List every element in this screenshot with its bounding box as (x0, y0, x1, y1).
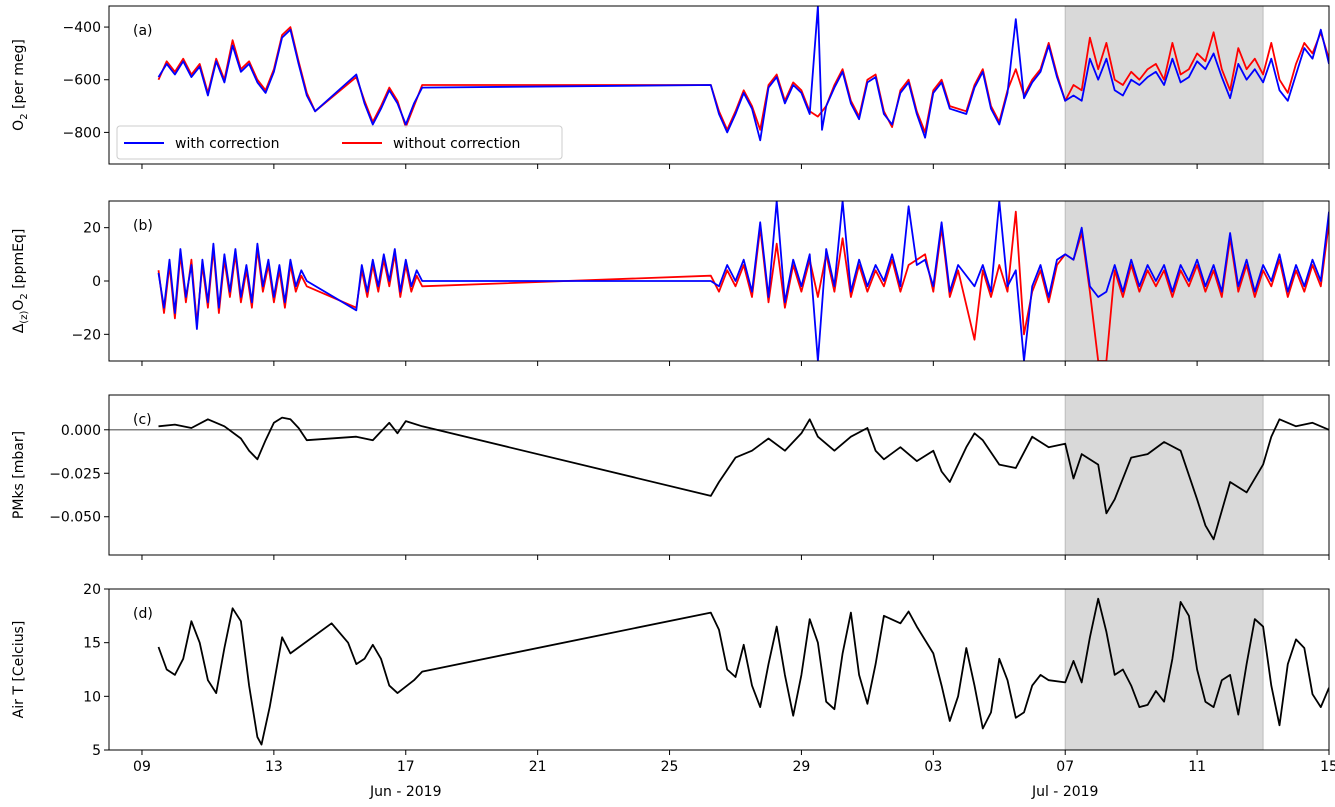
legend: with correction without correction (116, 125, 563, 160)
series-line-without-correction (157, 210, 1329, 361)
series-group (157, 597, 1329, 746)
y-tick-label: 20 (83, 221, 101, 237)
series-line-PMks (158, 416, 1329, 541)
shaded-interval (1064, 200, 1264, 362)
series-line-Air-T (157, 597, 1329, 746)
x-tick-label: 11 (1188, 759, 1206, 775)
shaded-interval (1064, 394, 1264, 556)
x-tick-label: 25 (661, 759, 679, 775)
y-tick-label: −400 (63, 20, 101, 36)
series-line-with-correction (157, 6, 1329, 142)
x-tick-label: 03 (924, 759, 942, 775)
month-label: Jul - 2019 (1031, 784, 1098, 800)
y-tick-label: −600 (63, 73, 101, 89)
y-axis-label-part: [per meg] (11, 39, 27, 113)
legend-frame (116, 125, 563, 160)
x-tick-label: 15 (1320, 759, 1335, 775)
y-axis-label-part: O (11, 120, 27, 131)
y-axis-label-subscript: 2 (19, 293, 30, 299)
y-axis-label-subscript: 2 (19, 113, 30, 119)
panels-group: −800−600−400 (a)O2 [per meg]with correcti… (11, 5, 1335, 800)
month-label: Jun - 2019 (369, 784, 441, 800)
y-axis-label-part: [ppmEq] (11, 229, 27, 294)
panel-label: (c) (133, 412, 152, 428)
panel-label: (b) (133, 218, 153, 234)
series-line-with-correction (157, 201, 1329, 361)
panel-d: 5 10 15 20 09 13 17 21 25 29 03 07 11 15 (d) Air T [Cel… (11, 582, 1335, 775)
y-axis-label-subscript: (z) (19, 311, 30, 324)
y-tick-label: −0.050 (49, 510, 101, 526)
y-axis-label: Air T [Celcius] (11, 621, 27, 719)
x-tick-label: 09 (133, 759, 151, 775)
panel-frame (108, 394, 1330, 556)
y-tick-label: 0.000 (61, 423, 101, 439)
x-tick-label: 13 (265, 759, 283, 775)
panel-b: −20 0 20 (b) Δ(z)O2 [ppmEq] (11, 200, 1330, 366)
panel-frame (108, 5, 1330, 165)
x-tick-label: 29 (793, 759, 811, 775)
y-axis-label: PMks [mbar] (11, 431, 27, 519)
series-group (158, 416, 1329, 541)
y-tick-label: −20 (71, 327, 101, 343)
series-group (157, 6, 1329, 142)
y-axis-label: O2 [per meg] (11, 39, 30, 131)
y-tick-label: −800 (63, 125, 101, 141)
panel-frame (108, 588, 1330, 751)
series-group (157, 201, 1329, 361)
y-tick-label: 0 (92, 274, 101, 290)
x-tick-label: 07 (1056, 759, 1074, 775)
shaded-interval (1064, 588, 1264, 751)
y-axis-label-part: Air T [Celcius] (11, 621, 27, 719)
legend-label: with correction (175, 136, 280, 152)
panel-c: −0.050 −0.025 0.000 (c) PMks [mbar] (11, 394, 1330, 560)
y-tick-label: 5 (92, 743, 101, 759)
legend-label: without correction (393, 136, 520, 152)
y-axis-label-part: Δ (11, 323, 27, 333)
y-tick-label: 20 (83, 582, 101, 598)
panel-a: −800 −600 −400 (a) O2 [per meg] with correcti… (11, 5, 1330, 169)
y-tick-label: 10 (83, 689, 101, 705)
y-axis-label-part: O (11, 300, 27, 311)
x-tick-label: 17 (397, 759, 415, 775)
y-tick-label: 15 (83, 636, 101, 652)
y-axis-label-part: PMks [mbar] (11, 431, 27, 519)
y-tick-label: −0.025 (49, 466, 101, 482)
panel-label: (d) (133, 606, 153, 622)
y-axis-label: Δ(z)O2 [ppmEq] (11, 229, 30, 334)
x-tick-label: 21 (529, 759, 547, 775)
panel-label: (a) (133, 23, 153, 39)
